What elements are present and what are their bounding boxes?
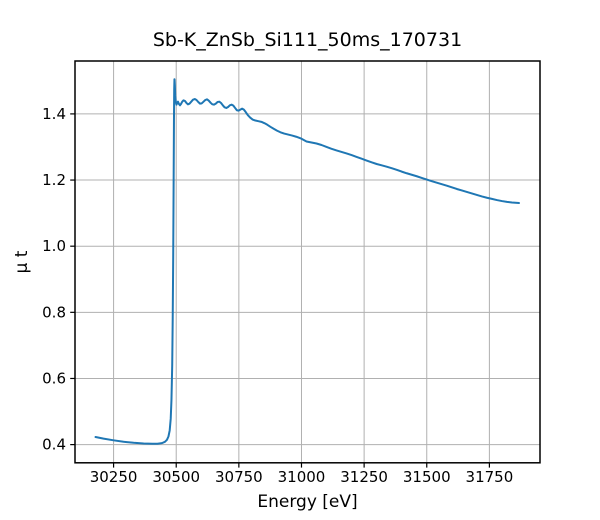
y-tick-label: 1.4 — [42, 105, 66, 123]
x-tick-label: 31750 — [466, 468, 514, 486]
y-tick-label: 1.2 — [42, 171, 66, 189]
grid-layer — [75, 61, 540, 463]
x-tick-label: 30250 — [90, 468, 138, 486]
y-tick-label: 0.8 — [42, 303, 66, 321]
tick-label-layer: 30250 30500 30750 31000 31250 31500 31750 0.4 0.… — [42, 105, 513, 486]
series-layer — [94, 78, 520, 445]
x-tick-label: 31500 — [403, 468, 451, 486]
x-axis-label: Energy [eV] — [257, 492, 357, 512]
x-tick-label: 31250 — [340, 468, 388, 486]
tick-layer — [70, 113, 490, 468]
series-line-absorption-spectrum — [94, 78, 520, 445]
y-tick-label: 0.4 — [42, 436, 66, 454]
y-axis-label: μ t — [12, 250, 32, 273]
chart-title: Sb-K_ZnSb_Si111_50ms_170731 — [153, 29, 462, 51]
y-tick-label: 0.6 — [42, 369, 66, 387]
y-tick-label: 1.0 — [42, 237, 66, 255]
x-tick-label: 30750 — [215, 468, 263, 486]
x-tick-label: 30500 — [152, 468, 200, 486]
x-tick-label: 31000 — [278, 468, 326, 486]
plot-border — [74, 60, 541, 464]
